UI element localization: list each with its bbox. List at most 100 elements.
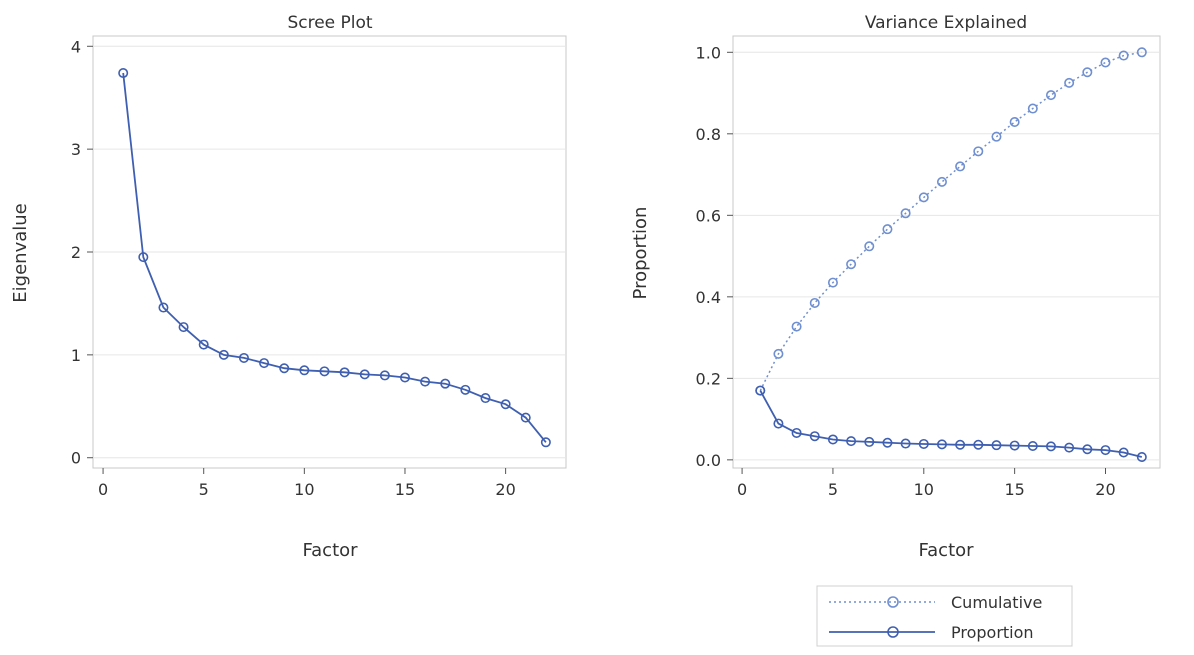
variance-cumulative-point <box>936 176 947 187</box>
variance-cumulative-point <box>900 208 911 219</box>
scree-eigenvalue-point <box>520 412 531 423</box>
variance-cumulative-point <box>882 224 893 235</box>
variance-cumulative-point <box>791 321 802 332</box>
variance-proportion-point <box>1064 442 1075 453</box>
scree-eigenvalue-point <box>118 68 129 79</box>
scree-eigenvalue-point <box>198 339 209 350</box>
variance-proportion-point <box>1009 440 1020 451</box>
legend-proportion-marker <box>887 626 899 638</box>
variance-ytick-label: 0.4 <box>696 288 721 307</box>
variance-ytick-label: 0.2 <box>696 369 721 388</box>
variance-xtick-label: 0 <box>737 480 747 499</box>
variance-proportion-point <box>1100 445 1111 456</box>
scree-eigenvalue-point <box>138 252 149 263</box>
scree-ytick-label: 0 <box>71 449 81 468</box>
variance-cumulative-series-line <box>759 51 1142 391</box>
scree-ytick-label: 4 <box>71 37 81 56</box>
variance-proportion-point <box>936 439 947 450</box>
variance-cumulative-point <box>991 131 1002 142</box>
scree-eigenvalue-point <box>379 370 390 381</box>
variance-proportion-point <box>918 438 929 449</box>
scree-eigenvalue-point <box>279 363 290 374</box>
variance-ytick-label: 0.8 <box>696 125 721 144</box>
variance-ytick-label: 1.0 <box>696 43 721 62</box>
scree-ytick-label: 2 <box>71 243 81 262</box>
variance-explained-xlabel: Factor <box>918 540 974 561</box>
variance-cumulative-point <box>1100 57 1111 68</box>
legend-cumulative-label: Cumulative <box>951 593 1042 612</box>
variance-proportion-point <box>755 385 766 396</box>
variance-cumulative-point <box>918 192 929 203</box>
legend-cumulative-marker <box>887 596 899 608</box>
scree-xtick-label: 0 <box>98 480 108 499</box>
scree-eigenvalue-point <box>238 352 249 363</box>
scree-plot-title: Scree Plot <box>287 13 372 33</box>
variance-proportion-point <box>1118 447 1129 458</box>
scree-eigenvalue-point <box>359 369 370 380</box>
scree-ytick-label: 1 <box>71 346 81 365</box>
scree-eigenvalue-point <box>158 302 169 313</box>
scree-plot-panel: Scree Plot Factor Eigenvalue 0 1 2 3 4 0 5 10 15… <box>10 13 567 561</box>
variance-cumulative-point <box>1064 77 1075 88</box>
variance-proportion-point <box>846 436 857 447</box>
variance-proportion-point <box>864 436 875 447</box>
scree-plot-xlabel: Factor <box>302 540 358 561</box>
variance-cumulative-point <box>1118 50 1129 61</box>
scree-xtick-label: 20 <box>495 480 515 499</box>
variance-proportion-point <box>791 427 802 438</box>
legend: Cumulative Proportion <box>816 585 1073 647</box>
variance-cumulative-point <box>1136 47 1147 58</box>
variance-proportion-point <box>882 437 893 448</box>
variance-cumulative-point <box>1045 90 1056 101</box>
scree-eigenvalue-point <box>420 376 431 387</box>
scree-xtick-label: 15 <box>395 480 415 499</box>
scree-eigenvalue-point <box>178 322 189 333</box>
variance-proportion-point <box>827 434 838 445</box>
variance-ytick-label: 0.0 <box>696 451 721 470</box>
scree-eigenvalue-series-line <box>122 72 547 443</box>
variance-explained-panel: Variance Explained Factor Proportion 0.0… <box>630 13 1161 561</box>
scree-eigenvalue-point <box>339 367 350 378</box>
variance-cumulative-point <box>1027 103 1038 114</box>
scree-eigenvalue-point <box>399 372 410 383</box>
variance-cumulative-point <box>973 146 984 157</box>
variance-proportion-point <box>1045 441 1056 452</box>
variance-cumulative-point <box>827 277 838 288</box>
variance-proportion-point <box>1136 451 1147 462</box>
variance-proportion-point <box>955 439 966 450</box>
variance-xtick-label: 5 <box>828 480 838 499</box>
variance-proportion-point <box>991 440 1002 451</box>
variance-xtick-label: 20 <box>1095 480 1115 499</box>
variance-proportion-point <box>973 439 984 450</box>
variance-cumulative-point <box>773 348 784 359</box>
scree-eigenvalue-point <box>299 365 310 376</box>
variance-cumulative-point <box>846 259 857 270</box>
scree-eigenvalue-point <box>540 437 551 448</box>
variance-proportion-point <box>773 418 784 429</box>
variance-cumulative-point <box>955 161 966 172</box>
variance-explained-ylabel: Proportion <box>630 207 651 300</box>
variance-plot-frame <box>732 35 1161 469</box>
scree-ytick-label: 3 <box>71 140 81 159</box>
scree-eigenvalue-point <box>319 366 330 377</box>
variance-proportion-point <box>1082 444 1093 455</box>
legend-proportion-label: Proportion <box>951 623 1034 642</box>
variance-xtick-label: 10 <box>914 480 934 499</box>
scree-xtick-label: 10 <box>294 480 314 499</box>
variance-proportion-series-line <box>759 390 1143 458</box>
scree-eigenvalue-point <box>480 393 491 404</box>
scree-eigenvalue-point <box>218 349 229 360</box>
scree-eigenvalue-point <box>259 358 270 369</box>
legend-frame <box>816 585 1073 647</box>
variance-cumulative-point <box>809 297 820 308</box>
variance-cumulative-point <box>1082 67 1093 78</box>
scree-plot-ylabel: Eigenvalue <box>10 203 31 302</box>
variance-proportion-point <box>900 438 911 449</box>
variance-proportion-point <box>1027 440 1038 451</box>
variance-cumulative-point <box>1009 116 1020 127</box>
scree-eigenvalue-point <box>460 384 471 395</box>
variance-ytick-label: 0.6 <box>696 206 721 225</box>
variance-proportion-point <box>809 431 820 442</box>
